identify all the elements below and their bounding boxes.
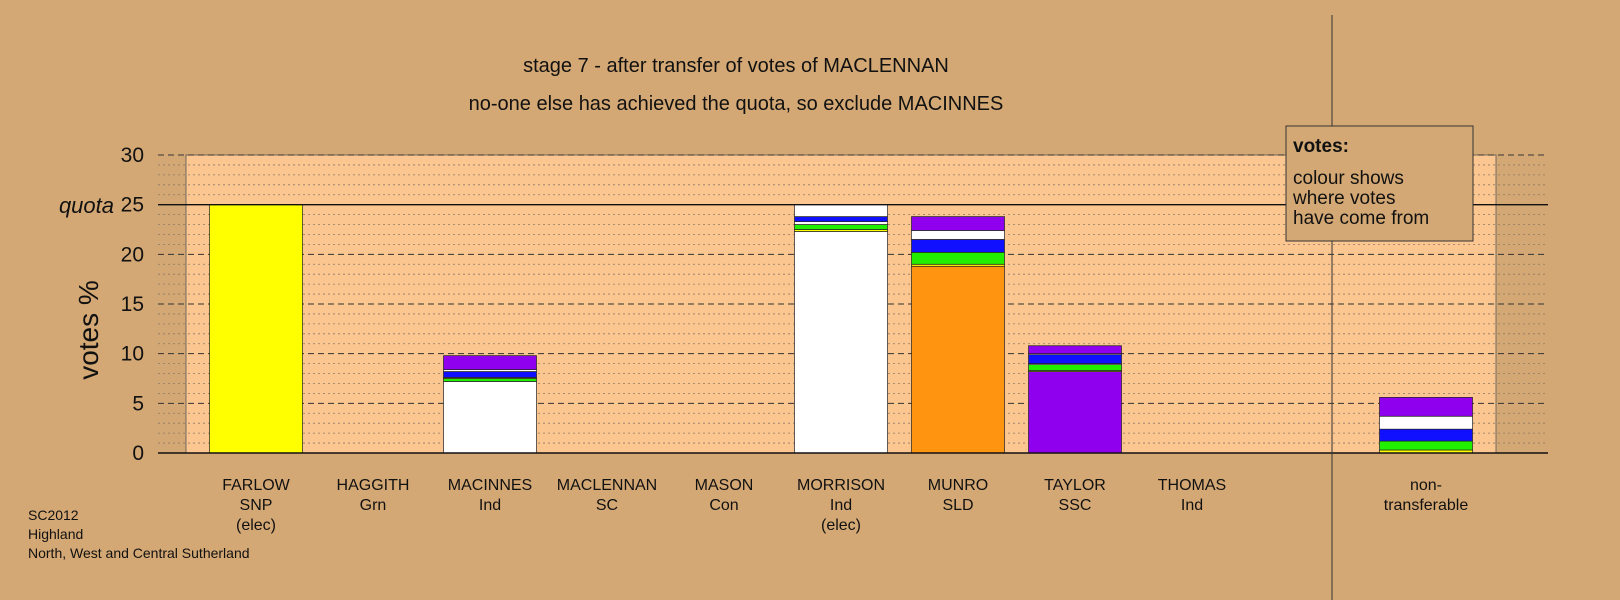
category-party-label: transferable [1384,497,1469,514]
bar-segment [794,204,888,217]
bar-segment [794,216,888,222]
legend-line: have come from [1293,208,1429,229]
bar-segment [1028,371,1122,454]
bar-segment [794,224,888,230]
category-party-label: Ind [1181,497,1203,514]
category-party-label: SLD [942,497,973,514]
bar-segment [911,251,1005,265]
category-party-label: Ind [830,497,852,514]
category-label: MACINNES [448,477,532,494]
legend: votes: colour shows where votes have com… [1285,125,1474,242]
bar-segment [443,355,537,370]
category-label: MASON [695,477,754,494]
y-tick-label: 0 [132,442,144,465]
bar-segment [443,378,537,382]
y-tick-label: 15 [121,293,144,316]
bar-segment [911,265,1005,454]
bar-segment [911,239,1005,253]
category-party-label: SC [596,497,618,514]
y-tick-label: 25 [121,194,144,217]
category-party-label: Grn [360,497,387,514]
footer: SC2012 Highland North, West and Central … [28,507,250,561]
category-label: TAYLOR [1044,477,1106,494]
bar-segment [794,231,888,454]
category-label: non- [1410,477,1442,494]
legend-box [1285,125,1474,242]
bars [209,204,1473,454]
category-party-label: Ind [479,497,501,514]
y-tick-label: 20 [121,243,144,266]
footer-line: SC2012 [28,507,79,523]
bar-segment [911,230,1005,240]
bar-segment [911,216,1005,231]
y-tick-label: 10 [121,343,144,366]
category-label: MACLENNAN [557,477,657,494]
y-tick-label: 30 [121,144,144,167]
bar-segment [209,204,303,454]
bar-segment [1028,364,1122,371]
category-label: MUNRO [928,477,988,494]
bar-segment [1028,354,1122,364]
category-party-label: SNP [240,497,273,514]
category-label: HAGGITH [337,477,410,494]
category-labels: FARLOW SNP (elec) HAGGITH Grn MACINNES Ind MACL… [222,477,1468,534]
bar-segment [1028,345,1122,355]
bar-segment [794,221,888,225]
bar-segment [1379,428,1473,442]
footer-line: North, West and Central Sutherland [28,545,250,561]
bar-segment [443,381,537,454]
category-note-label: (elec) [821,517,861,534]
footer-line: Highland [28,526,83,542]
bar-segment [1379,415,1473,430]
category-party-label: Con [709,497,738,514]
chart-subtitle: no-one else has achieved the quota, so e… [469,93,1004,115]
legend-line: colour shows [1293,168,1404,189]
quota-label: quota [59,193,114,218]
y-tick-label: 5 [132,392,144,415]
category-party-label: SSC [1059,497,1092,514]
y-axis-label: votes % [73,280,104,380]
chart-title: stage 7 - after transfer of votes of MAC… [523,55,949,77]
category-label: MORRISON [797,477,885,494]
legend-line: where votes [1292,188,1395,209]
bar-segment [1379,397,1473,417]
legend-title: votes: [1293,136,1349,157]
bar-segment [443,371,537,378]
category-label: FARLOW [222,477,290,494]
bar-segment [1379,440,1473,451]
category-note-label: (elec) [236,517,276,534]
category-label: THOMAS [1158,477,1226,494]
